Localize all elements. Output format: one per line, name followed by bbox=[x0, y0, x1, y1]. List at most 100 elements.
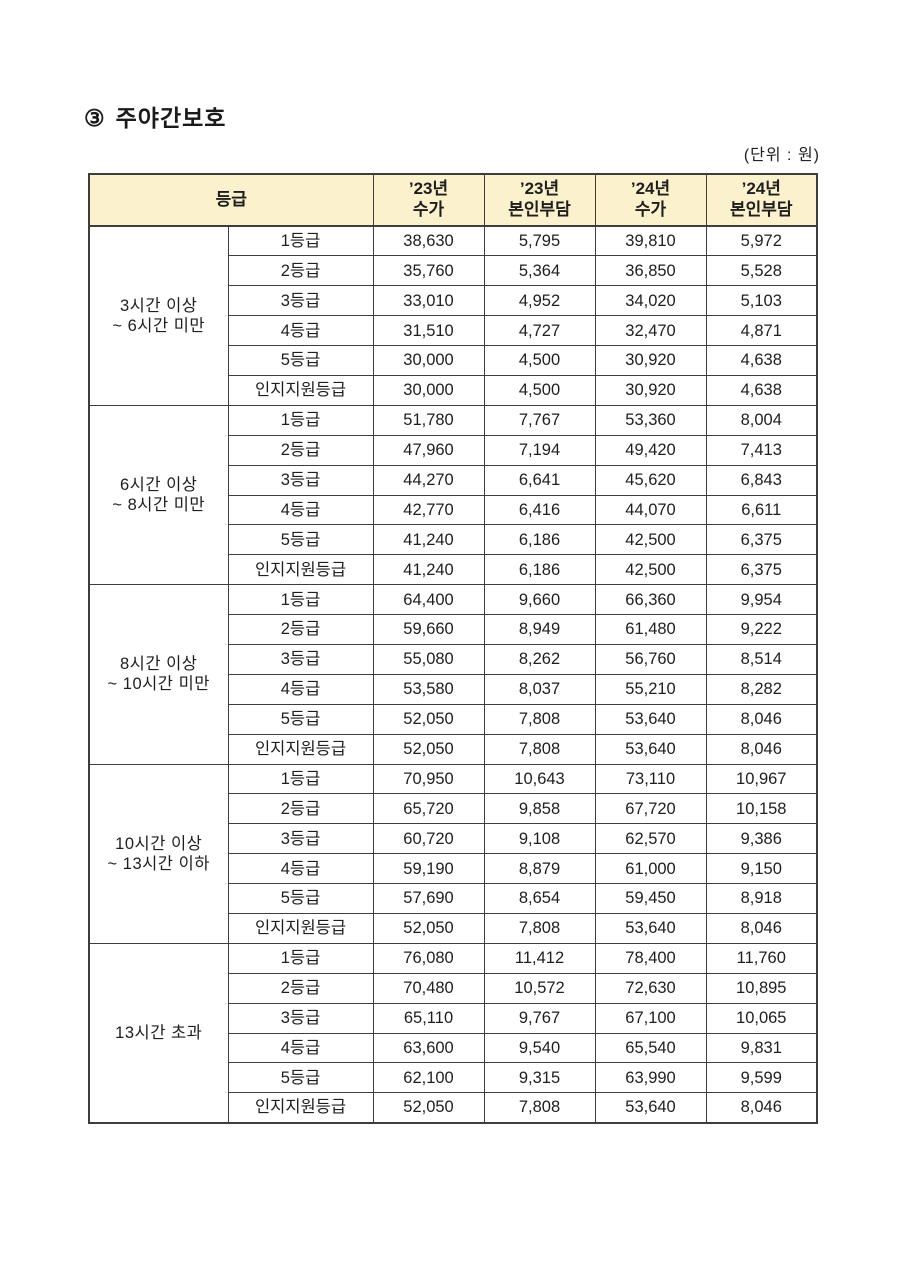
price-cell: 8,918 bbox=[705, 883, 818, 914]
grade-cell: 4등급 bbox=[227, 494, 374, 526]
grade-cell: 1등급 bbox=[227, 584, 374, 616]
price-cell: 6,843 bbox=[705, 464, 818, 496]
price-cell: 5,528 bbox=[705, 255, 818, 287]
price-cell: 4,727 bbox=[483, 315, 596, 347]
grade-cell: 2등급 bbox=[227, 255, 374, 287]
grade-cell: 4등급 bbox=[227, 853, 374, 885]
price-cell: 53,640 bbox=[594, 1092, 707, 1124]
price-cell: 42,500 bbox=[594, 524, 707, 556]
price-cell: 8,514 bbox=[705, 643, 818, 675]
price-cell: 52,050 bbox=[372, 912, 485, 944]
price-cell: 36,850 bbox=[594, 255, 707, 287]
col-header-2023-copay: ’23년 본인부담 bbox=[483, 173, 596, 227]
price-cell: 5,795 bbox=[483, 225, 596, 257]
price-cell: 59,660 bbox=[372, 614, 485, 645]
price-cell: 55,210 bbox=[594, 673, 707, 705]
price-cell: 7,194 bbox=[483, 434, 596, 466]
price-cell: 35,760 bbox=[372, 255, 485, 287]
price-cell: 42,500 bbox=[594, 554, 707, 586]
pricing-table: 등급 ’23년 수가 ’23년 본인부담 ’24년 수가 ’24년 본인부담 bbox=[88, 173, 818, 1124]
table-row: 5등급 52,050 7,808 53,640 8,046 bbox=[89, 703, 818, 735]
grade-cell: 3등급 bbox=[227, 823, 374, 855]
time-range-cell: 10시간 이상 ~ 13시간 이하 bbox=[88, 763, 229, 944]
grade-cell: 2등급 bbox=[227, 434, 374, 466]
price-cell: 30,000 bbox=[372, 345, 485, 376]
price-cell: 9,858 bbox=[483, 793, 596, 825]
table-row: 3등급 33,010 4,952 34,020 5,103 bbox=[89, 285, 818, 317]
price-cell: 31,510 bbox=[372, 315, 485, 347]
price-cell: 6,375 bbox=[705, 524, 818, 556]
pricing-table-body: 3시간 이상 ~ 6시간 미만 1등급 38,630 5,795 39,810 5,972 2… bbox=[88, 225, 818, 1124]
price-cell: 59,450 bbox=[594, 883, 707, 914]
price-cell: 56,760 bbox=[594, 643, 707, 675]
price-cell: 62,100 bbox=[372, 1062, 485, 1094]
unit-label: (단위 : 원) bbox=[743, 147, 820, 164]
col-header-2024-price: ’24년 수가 bbox=[594, 173, 707, 227]
price-cell: 30,000 bbox=[372, 374, 485, 406]
table-row: 인지지원등급 52,050 7,808 53,640 8,046 bbox=[89, 1092, 818, 1124]
time-range-cell: 8시간 이상 ~ 10시간 미만 bbox=[88, 584, 229, 765]
price-cell: 8,879 bbox=[483, 853, 596, 885]
time-range-cell: 6시간 이상 ~ 8시간 미만 bbox=[88, 404, 229, 586]
price-cell: 10,643 bbox=[483, 763, 596, 795]
time-range-line: ~ 8시간 미만 bbox=[112, 496, 206, 515]
price-cell: 38,630 bbox=[372, 225, 485, 257]
price-cell: 65,540 bbox=[594, 1032, 707, 1064]
grade-cell: 3등급 bbox=[227, 643, 374, 675]
grade-cell: 4등급 bbox=[227, 1032, 374, 1064]
price-cell: 67,100 bbox=[594, 1002, 707, 1034]
price-cell: 4,871 bbox=[705, 315, 818, 347]
price-cell: 76,080 bbox=[372, 942, 485, 974]
grade-cell: 3등급 bbox=[227, 464, 374, 496]
col-header-line: 수가 bbox=[634, 200, 667, 219]
price-cell: 30,920 bbox=[594, 345, 707, 376]
section-title-text: 주야간보호 bbox=[115, 106, 227, 131]
price-cell: 10,158 bbox=[705, 793, 818, 825]
price-cell: 4,500 bbox=[483, 345, 596, 376]
table-row: 3등급 60,720 9,108 62,570 9,386 bbox=[89, 823, 818, 855]
grade-cell: 인지지원등급 bbox=[227, 554, 374, 586]
price-cell: 61,000 bbox=[594, 853, 707, 885]
price-cell: 44,270 bbox=[372, 464, 485, 496]
price-cell: 53,360 bbox=[594, 404, 707, 436]
time-range-line: ~ 10시간 미만 bbox=[107, 675, 210, 694]
table-row: 4등급 63,600 9,540 65,540 9,831 bbox=[89, 1032, 818, 1064]
grade-cell: 1등급 bbox=[227, 404, 374, 436]
price-cell: 5,364 bbox=[483, 255, 596, 287]
col-header-line: ’23년 bbox=[408, 179, 449, 199]
price-cell: 45,620 bbox=[594, 464, 707, 496]
price-cell: 70,480 bbox=[372, 972, 485, 1004]
price-cell: 8,949 bbox=[483, 614, 596, 645]
price-cell: 8,046 bbox=[705, 912, 818, 944]
grade-cell: 인지지원등급 bbox=[227, 374, 374, 406]
col-header-line: 본인부담 bbox=[508, 200, 571, 219]
table-row: 4등급 53,580 8,037 55,210 8,282 bbox=[89, 673, 818, 705]
price-cell: 6,416 bbox=[483, 494, 596, 526]
price-cell: 9,150 bbox=[705, 853, 818, 885]
col-header-line: ’23년 bbox=[519, 179, 560, 199]
price-cell: 6,186 bbox=[483, 554, 596, 586]
price-cell: 9,599 bbox=[705, 1062, 818, 1094]
grade-cell: 5등급 bbox=[227, 703, 374, 735]
section-marker: ③ bbox=[84, 106, 106, 131]
price-cell: 9,954 bbox=[705, 584, 818, 616]
time-range-line: ~ 6시간 미만 bbox=[112, 316, 206, 335]
price-cell: 8,654 bbox=[483, 883, 596, 914]
price-cell: 39,810 bbox=[594, 225, 707, 257]
price-cell: 8,046 bbox=[705, 703, 818, 735]
grade-cell: 5등급 bbox=[227, 883, 374, 914]
price-cell: 65,110 bbox=[372, 1002, 485, 1034]
grade-cell: 3등급 bbox=[227, 1002, 374, 1034]
price-cell: 62,570 bbox=[594, 823, 707, 855]
price-cell: 53,580 bbox=[372, 673, 485, 705]
price-cell: 32,470 bbox=[594, 315, 707, 347]
grade-cell: 5등급 bbox=[227, 345, 374, 376]
time-range-line: ~ 13시간 이하 bbox=[107, 854, 210, 873]
price-cell: 42,770 bbox=[372, 494, 485, 526]
price-cell: 70,950 bbox=[372, 763, 485, 795]
table-row: 5등급 62,100 9,315 63,990 9,599 bbox=[89, 1062, 818, 1094]
price-cell: 41,240 bbox=[372, 524, 485, 556]
grade-cell: 2등급 bbox=[227, 614, 374, 645]
col-header-line: 본인부담 bbox=[729, 200, 793, 219]
